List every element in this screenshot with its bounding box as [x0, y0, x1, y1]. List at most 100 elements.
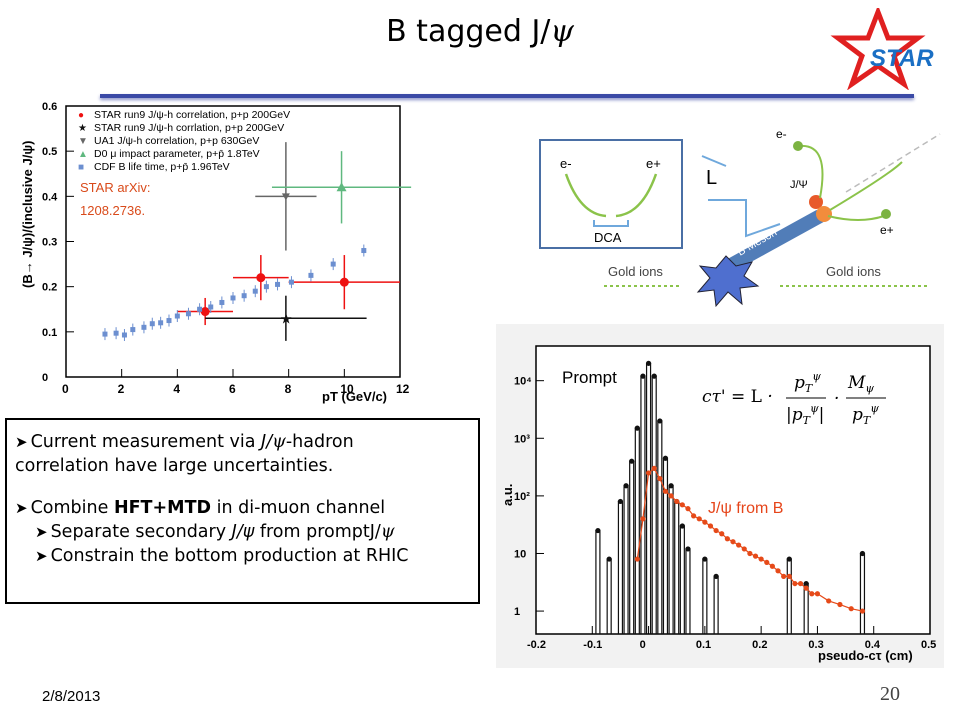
legend-marker-icon: ■: [78, 162, 84, 173]
right-chart-ylabel: a.u.: [500, 484, 515, 506]
arxiv-line-2: 1208.2736.: [80, 203, 146, 218]
left-point: [256, 273, 266, 283]
prompt-point: [657, 418, 663, 424]
left-point: [336, 182, 347, 192]
b-decay-point: [730, 539, 736, 545]
dca-right-curve: [615, 173, 658, 218]
prompt-point: [634, 425, 640, 431]
legend-marker-icon: ▲: [78, 149, 88, 160]
left-x-tick-label: 0: [62, 382, 69, 396]
bullet-combine: ➤ Combine HFT+MTD in di-muon channel: [15, 496, 470, 520]
positron-track: [827, 215, 885, 221]
sub-bullet-1-text-a: Separate secondary: [50, 522, 232, 542]
left-y-tick-label: 0: [42, 372, 48, 384]
jpsi-from-b-label: J/ψ from B: [708, 500, 784, 517]
left-point: [174, 313, 180, 319]
left-point: [113, 330, 119, 336]
left-point: [241, 293, 247, 299]
b-decay-point: [657, 475, 663, 482]
decay-length-label: L: [706, 167, 717, 189]
positron-right-label: e+: [880, 223, 894, 237]
star-logo-text: STAR: [870, 45, 934, 72]
dca-left-curve: [564, 173, 607, 218]
prompt-point: [679, 523, 685, 529]
positron-right: [881, 209, 891, 219]
b-decay-point: [713, 527, 719, 534]
left-point: [121, 332, 127, 338]
left-point: [230, 295, 236, 301]
prompt-point: [645, 360, 652, 366]
b-decay-point: [736, 542, 742, 548]
right-y-tick-label: 1: [514, 606, 520, 618]
right-x-tick-label: 0: [640, 639, 646, 651]
prompt-point: [662, 455, 669, 461]
b-decay-point: [674, 498, 680, 505]
title-underline: [100, 94, 914, 98]
left-point: [141, 324, 147, 330]
b-decay-point: [645, 470, 652, 476]
star-logo: STAR: [830, 8, 934, 90]
b-decay-point: [724, 536, 730, 542]
bullet-current-measurement: ➤ Current measurement via J/ψ-hadron: [15, 430, 470, 454]
prompt-point: [786, 556, 792, 562]
page-number: 20: [880, 683, 900, 705]
legend-marker-icon: ●: [78, 110, 84, 121]
dca-bracket: [593, 220, 629, 227]
b-decay-point: [758, 556, 764, 562]
prompt-point: [685, 546, 691, 552]
decay-diagram: e- e+ DCA L B Meson J/Ψ e- e+ Gold ions …: [539, 127, 941, 308]
left-point: [200, 307, 210, 317]
jpsi-particle-lower: [816, 206, 832, 222]
b-decay-point: [769, 563, 775, 569]
prompt-point: [617, 498, 624, 505]
left-y-tick-label: 0.6: [42, 101, 57, 113]
b-decay-point: [662, 488, 669, 494]
left-chart-marks: ★: [102, 142, 412, 341]
left-chart: 0 2 4 6 8 10 12 0 0.1 0.2 0.3 0.4 0.5 0.6 ★ (B→ J/ψ)/…: [20, 101, 412, 404]
prompt-point: [640, 373, 646, 379]
sub-bullet-separate: ➤ Separate secondary J/ψ from promptJ/ψ: [15, 520, 470, 544]
b-decay-point: [809, 591, 815, 597]
gold-ions-left-label: Gold ions: [608, 264, 663, 279]
b-decay-point: [837, 601, 843, 608]
right-chart-xlabel: pseudo-cτ (cm): [818, 648, 913, 663]
bullet-2-text-c: in di-muon channel: [211, 498, 386, 518]
left-point: [166, 318, 172, 324]
left-point: [158, 320, 164, 326]
legend-marker-icon: ★: [78, 123, 87, 134]
right-chart: -0.2 -0.1 0 0.1 0.2 0.3 0.4 0.5 1 10 10² 10³ 10⁴ a.u…: [496, 324, 944, 668]
electron-top: [793, 141, 803, 151]
bullet-1-continuation: correlation have large uncertainties.: [15, 456, 334, 476]
legend-entry: CDF B life time, p+p̄ 1.96TeV: [94, 161, 230, 173]
b-decay-point: [859, 608, 866, 614]
electron-track-top: [799, 144, 824, 199]
legend-entry: D0 μ impact parameter, p+p̄ 1.8TeV: [94, 148, 260, 160]
arxiv-annotation: STAR arXiv: 1208.2736.: [80, 176, 151, 222]
jpsi-diagram-label: J/Ψ: [790, 179, 808, 191]
left-x-tick-label: 6: [229, 382, 236, 396]
b-decay-point: [786, 573, 792, 579]
prompt-point: [803, 580, 809, 587]
b-decay-point: [803, 585, 809, 591]
sub-bullet-constrain: ➤ Constrain the bottom production at RHIC: [15, 544, 470, 568]
dca-box: [539, 139, 683, 249]
prompt-point: [668, 483, 674, 489]
right-x-tick-label: 0.2: [752, 639, 767, 651]
prompt-point: [623, 483, 629, 489]
b-decay-point: [707, 523, 714, 529]
summary-text-box: ➤ Current measurement via J/ψ-hadron corr…: [5, 418, 480, 604]
right-x-tick-label: 0.1: [696, 639, 711, 651]
b-decay-point: [685, 506, 691, 512]
right-x-tick-label: 0.4: [865, 639, 881, 651]
left-point: [197, 306, 203, 312]
bullet-2-text-a: Combine: [30, 498, 114, 518]
left-point: [281, 193, 290, 201]
left-point: [219, 299, 225, 305]
b-decay-point: [679, 502, 685, 508]
right-x-tick-label: -0.1: [583, 639, 602, 651]
collision-burst: [696, 255, 760, 308]
left-point: ★: [280, 310, 293, 326]
b-decay-point: [651, 465, 657, 471]
b-decay-point: [848, 606, 854, 612]
slide-title-text: B tagged J/: [386, 14, 551, 49]
